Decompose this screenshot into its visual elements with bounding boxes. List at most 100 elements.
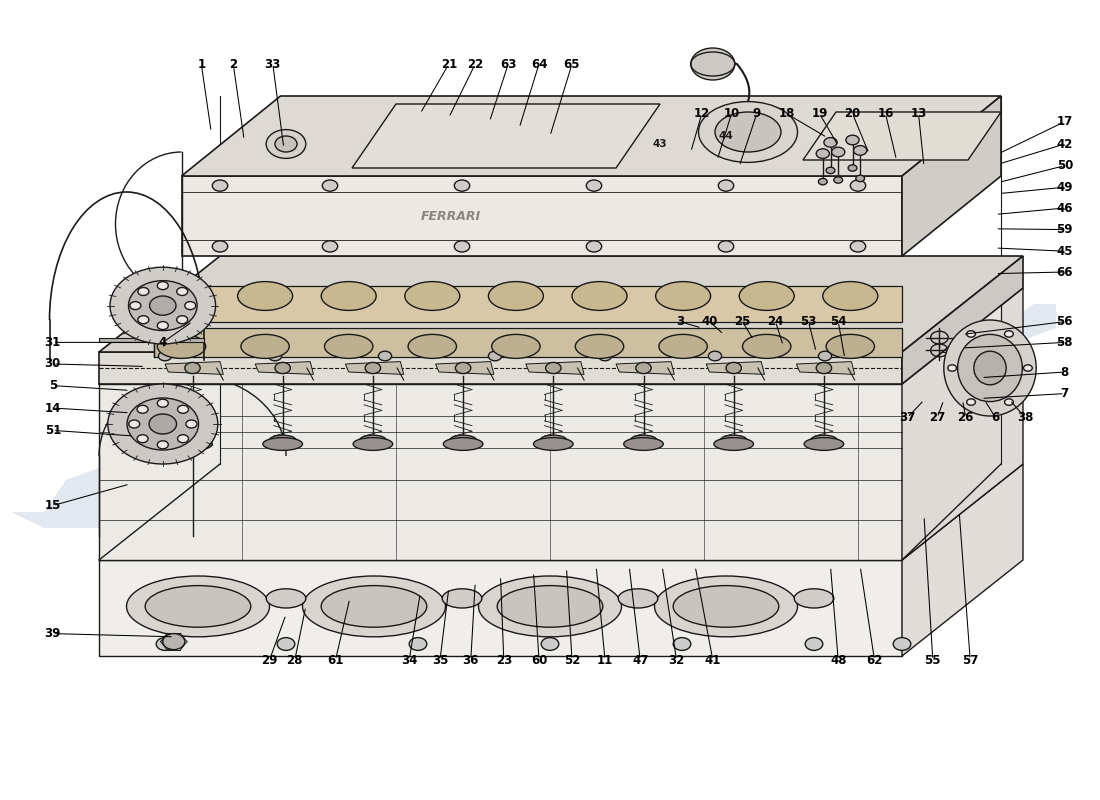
Text: 40: 40 — [702, 315, 717, 328]
Circle shape — [816, 362, 832, 374]
Text: 37: 37 — [900, 411, 915, 424]
Text: 13: 13 — [911, 107, 926, 120]
Circle shape — [150, 296, 176, 315]
Ellipse shape — [497, 586, 603, 627]
Text: 33: 33 — [265, 58, 280, 70]
Text: 52: 52 — [564, 654, 580, 666]
Text: 3: 3 — [675, 315, 684, 328]
Circle shape — [138, 316, 148, 324]
Ellipse shape — [321, 586, 427, 627]
Polygon shape — [902, 96, 1001, 256]
Ellipse shape — [659, 334, 707, 358]
Polygon shape — [352, 104, 660, 168]
Circle shape — [185, 362, 200, 374]
Polygon shape — [154, 286, 902, 322]
Circle shape — [163, 634, 185, 650]
Text: 46: 46 — [1056, 202, 1072, 214]
Circle shape — [266, 130, 306, 158]
Circle shape — [138, 434, 148, 442]
Ellipse shape — [145, 586, 251, 627]
Ellipse shape — [823, 282, 878, 310]
Polygon shape — [706, 362, 764, 374]
Text: 54: 54 — [830, 315, 847, 328]
Ellipse shape — [714, 438, 754, 450]
Text: 1: 1 — [197, 58, 206, 70]
Circle shape — [110, 267, 216, 344]
Ellipse shape — [826, 334, 875, 358]
Circle shape — [275, 362, 290, 374]
Text: 44: 44 — [718, 131, 734, 141]
Polygon shape — [436, 362, 494, 374]
Ellipse shape — [534, 438, 573, 450]
Circle shape — [212, 180, 228, 191]
Polygon shape — [796, 362, 855, 374]
Circle shape — [818, 178, 827, 185]
Circle shape — [275, 136, 297, 152]
Text: 19: 19 — [812, 107, 827, 120]
Text: 10: 10 — [724, 107, 739, 120]
Text: 29: 29 — [262, 654, 277, 666]
Text: 22: 22 — [468, 58, 483, 70]
Polygon shape — [165, 362, 223, 374]
Text: 58: 58 — [1056, 336, 1072, 349]
Circle shape — [138, 406, 148, 414]
Circle shape — [850, 180, 866, 191]
Circle shape — [541, 638, 559, 650]
Text: 20: 20 — [845, 107, 860, 120]
Text: 32: 32 — [669, 654, 684, 666]
Ellipse shape — [488, 282, 543, 310]
Ellipse shape — [618, 589, 658, 608]
Circle shape — [546, 362, 561, 374]
Ellipse shape — [241, 334, 289, 358]
Polygon shape — [526, 362, 584, 374]
Ellipse shape — [958, 334, 1022, 402]
Ellipse shape — [492, 334, 540, 358]
Circle shape — [157, 282, 168, 290]
Polygon shape — [220, 256, 1001, 352]
Circle shape — [130, 302, 141, 310]
Polygon shape — [11, 456, 374, 528]
Text: 16: 16 — [878, 107, 893, 120]
Polygon shape — [99, 256, 1023, 352]
Text: 21: 21 — [441, 58, 456, 70]
Text: 28: 28 — [287, 654, 303, 666]
Circle shape — [834, 177, 843, 183]
Text: eurospares: eurospares — [561, 269, 825, 310]
Circle shape — [454, 180, 470, 191]
Polygon shape — [99, 338, 204, 342]
Text: 30: 30 — [45, 358, 60, 370]
Circle shape — [454, 241, 470, 252]
Circle shape — [708, 351, 722, 361]
Ellipse shape — [630, 435, 657, 445]
Text: 53: 53 — [801, 315, 816, 328]
Circle shape — [268, 351, 282, 361]
Text: 51: 51 — [45, 424, 60, 437]
Circle shape — [322, 180, 338, 191]
Text: 31: 31 — [45, 336, 60, 349]
Circle shape — [967, 399, 976, 406]
Ellipse shape — [478, 576, 622, 637]
Circle shape — [848, 165, 857, 171]
Ellipse shape — [654, 576, 798, 637]
Polygon shape — [99, 352, 902, 384]
Text: 48: 48 — [830, 654, 847, 666]
Ellipse shape — [739, 282, 794, 310]
Ellipse shape — [353, 438, 393, 450]
Text: 66: 66 — [1056, 266, 1072, 278]
Circle shape — [158, 351, 172, 361]
Circle shape — [157, 399, 168, 407]
Text: 15: 15 — [45, 499, 60, 512]
Circle shape — [177, 316, 188, 324]
Circle shape — [718, 180, 734, 191]
Ellipse shape — [575, 334, 624, 358]
Text: 17: 17 — [1057, 115, 1072, 128]
Text: 55: 55 — [924, 654, 940, 666]
Circle shape — [177, 406, 188, 414]
Text: 47: 47 — [632, 654, 648, 666]
Polygon shape — [616, 362, 674, 374]
Circle shape — [673, 638, 691, 650]
Text: 26: 26 — [958, 411, 974, 424]
Circle shape — [893, 638, 911, 650]
Circle shape — [148, 414, 176, 434]
Circle shape — [826, 167, 835, 174]
